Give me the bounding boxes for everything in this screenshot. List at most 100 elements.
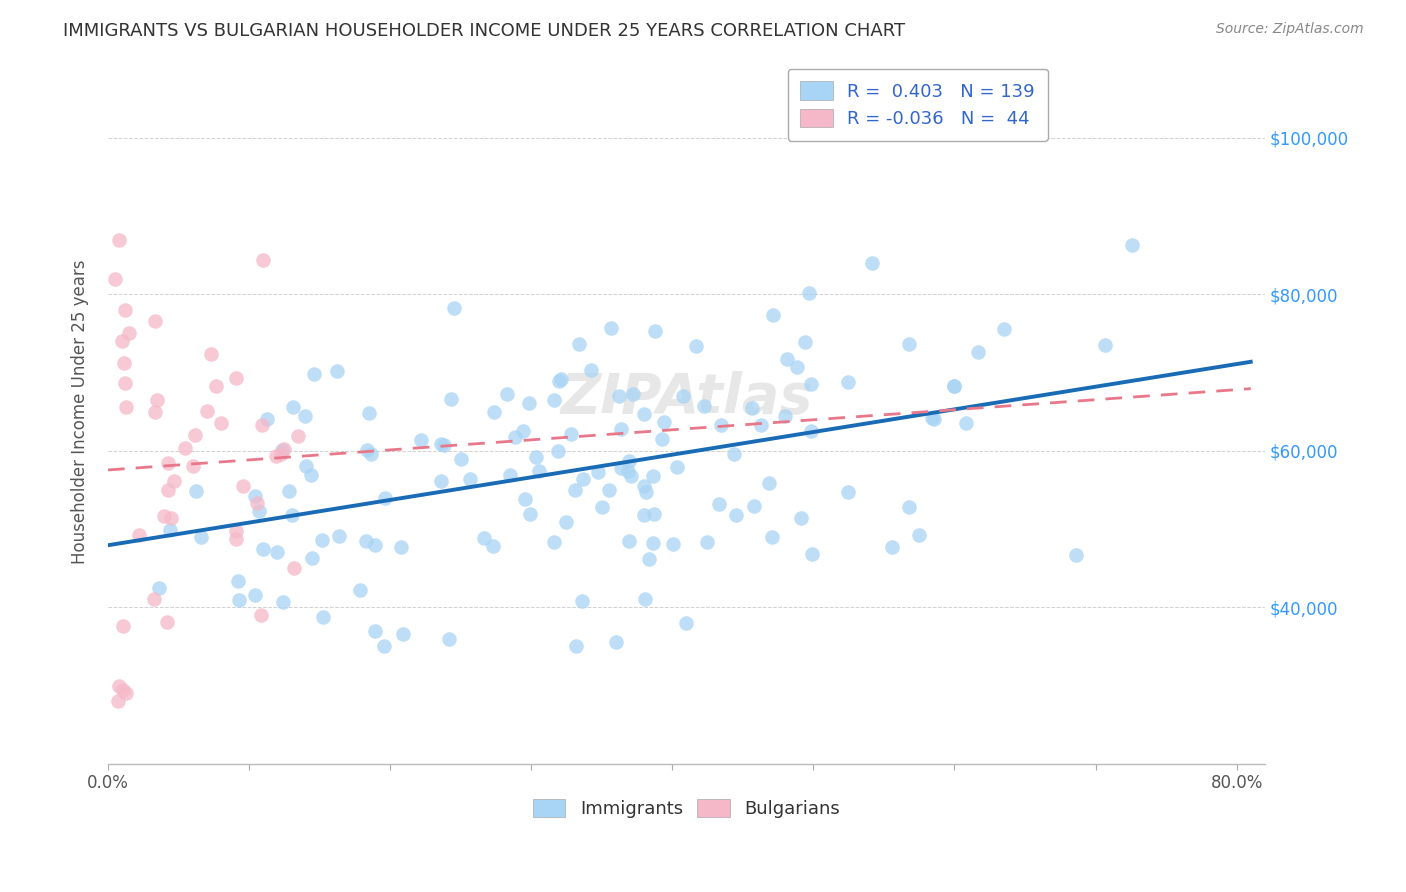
Point <box>443 301 465 315</box>
Point <box>294 458 316 473</box>
Point <box>433 438 456 452</box>
Point <box>993 322 1015 336</box>
Point <box>458 472 481 486</box>
Point <box>617 464 640 478</box>
Point <box>1094 338 1116 352</box>
Point <box>1064 548 1087 562</box>
Point <box>287 428 309 442</box>
Point <box>799 285 821 300</box>
Point <box>108 233 131 247</box>
Point <box>142 592 165 607</box>
Point <box>499 468 522 483</box>
Point <box>349 582 371 597</box>
Point <box>776 352 799 367</box>
Point <box>524 450 547 464</box>
Point <box>294 409 316 423</box>
Point <box>148 581 170 595</box>
Point <box>325 364 347 378</box>
Point <box>527 465 550 479</box>
Text: ZIPAtlas: ZIPAtlas <box>560 371 813 425</box>
Point <box>440 392 463 406</box>
Point <box>620 469 643 483</box>
Point <box>359 406 381 420</box>
Point <box>773 409 796 424</box>
Point <box>761 308 783 322</box>
Point <box>661 537 683 551</box>
Point <box>299 468 322 483</box>
Point <box>555 516 578 530</box>
Point <box>966 344 988 359</box>
Point <box>374 491 396 505</box>
Point <box>571 593 593 607</box>
Point <box>247 504 270 518</box>
Point <box>273 442 295 457</box>
Point <box>607 389 630 403</box>
Text: Source: ZipAtlas.com: Source: ZipAtlas.com <box>1216 22 1364 37</box>
Point <box>943 379 966 393</box>
Point <box>641 536 664 550</box>
Point <box>749 417 772 432</box>
Point <box>693 399 716 413</box>
Point <box>311 533 333 548</box>
Point <box>882 541 904 555</box>
Point <box>156 615 179 630</box>
Point <box>641 469 664 483</box>
Point <box>225 370 247 384</box>
Point <box>581 362 603 376</box>
Point <box>112 356 135 370</box>
Point <box>190 530 212 544</box>
Point <box>643 507 665 521</box>
Point <box>271 442 294 457</box>
Point <box>605 635 627 649</box>
Point <box>723 447 745 461</box>
Point <box>389 540 412 554</box>
Point <box>685 339 707 353</box>
Point <box>672 389 695 403</box>
Point <box>634 485 657 500</box>
Point <box>356 443 378 458</box>
Point <box>266 545 288 559</box>
Point <box>146 393 169 408</box>
Point <box>617 453 640 467</box>
Point <box>598 483 620 498</box>
Point <box>160 511 183 525</box>
Point <box>512 424 534 438</box>
Point <box>450 451 472 466</box>
Point <box>633 479 655 493</box>
Point <box>360 447 382 461</box>
Point <box>665 459 688 474</box>
Point <box>156 483 179 497</box>
Point <box>250 418 273 433</box>
Point <box>707 497 730 511</box>
Point <box>517 396 540 410</box>
Point <box>799 377 821 392</box>
Point <box>228 574 250 588</box>
Point <box>302 367 325 381</box>
Point <box>108 679 131 693</box>
Point <box>568 337 591 351</box>
Point <box>609 421 631 435</box>
Point <box>115 686 138 700</box>
Point <box>200 346 222 360</box>
Point <box>197 404 219 418</box>
Point <box>277 483 299 498</box>
Point <box>547 374 569 388</box>
Point <box>143 314 166 328</box>
Point <box>246 496 269 510</box>
Point <box>897 500 920 514</box>
Point <box>621 386 644 401</box>
Point <box>250 607 273 622</box>
Point <box>163 475 186 489</box>
Point <box>173 441 195 455</box>
Point <box>588 466 610 480</box>
Point <box>742 500 765 514</box>
Point <box>955 417 977 431</box>
Point <box>610 460 633 475</box>
Point <box>429 437 451 451</box>
Point <box>634 592 657 607</box>
Point <box>181 458 204 473</box>
Legend: Immigrants, Bulgarians: Immigrants, Bulgarians <box>526 791 848 825</box>
Point <box>118 326 141 341</box>
Point <box>228 593 250 607</box>
Point <box>652 415 675 429</box>
